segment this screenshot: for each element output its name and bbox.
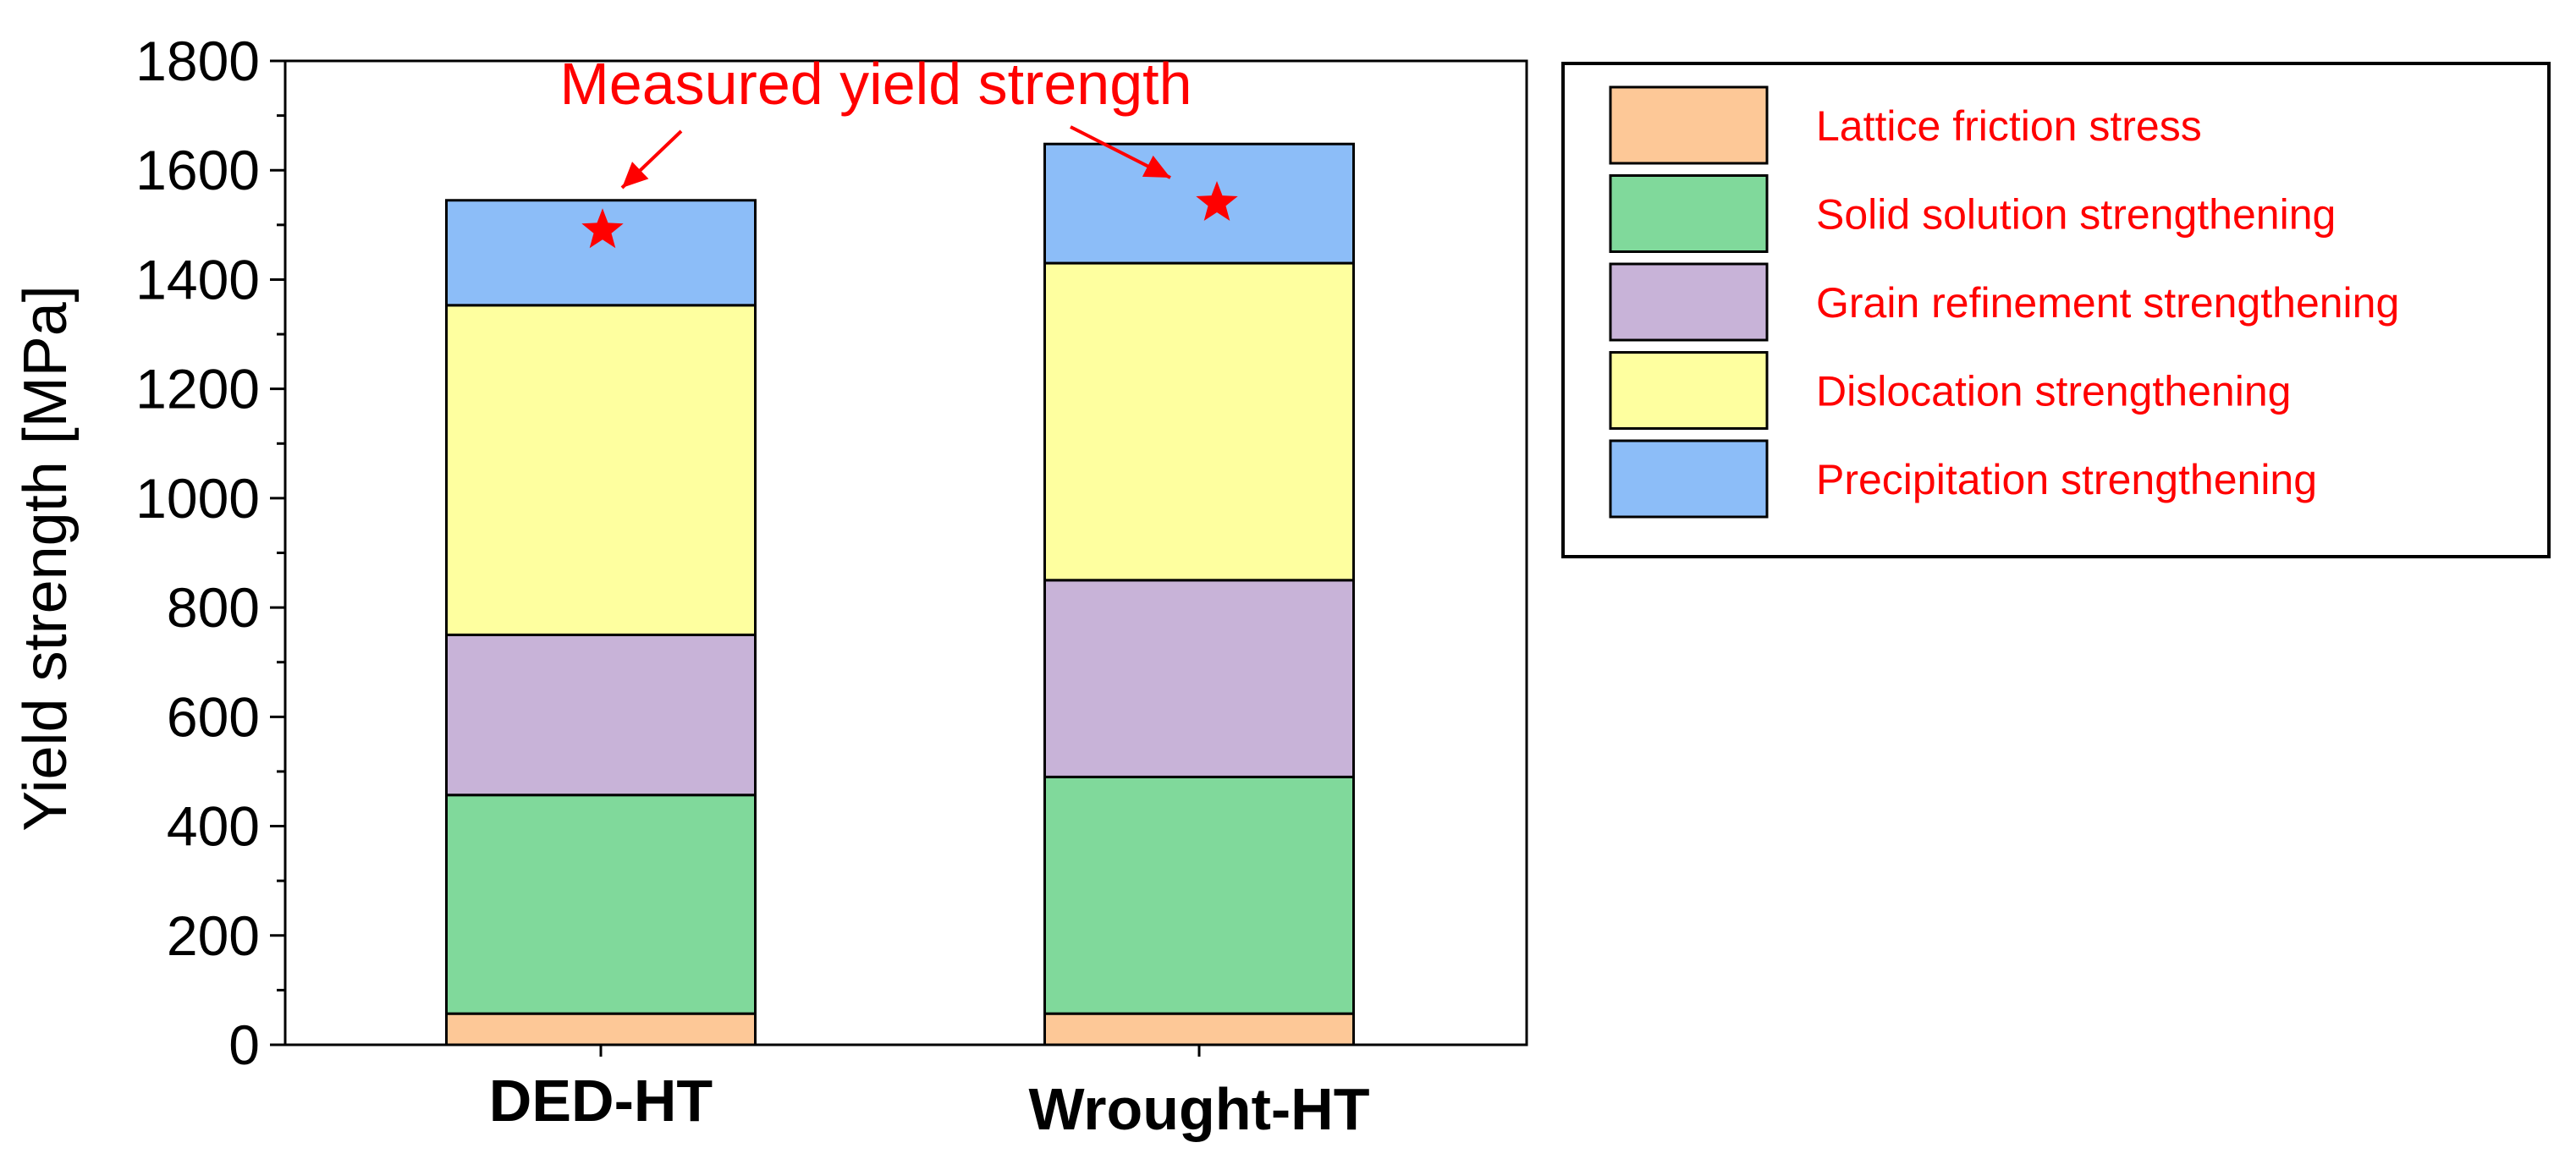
measured-star bbox=[581, 208, 624, 249]
legend-label: Solid solution strengthening bbox=[1816, 191, 2336, 239]
legend-label: Dislocation strengthening bbox=[1816, 368, 2291, 415]
annotation-arrowhead bbox=[1142, 155, 1170, 178]
y-tick-label: 400 bbox=[167, 795, 260, 858]
y-tick-label: 800 bbox=[167, 576, 260, 639]
bar-segment bbox=[445, 1012, 757, 1046]
y-tick-label: 1600 bbox=[135, 139, 260, 201]
measured-annotation-label: Measured yield strength bbox=[559, 51, 1192, 117]
y-tick-label: 600 bbox=[167, 685, 260, 748]
x-tick-label: Wrought-HT bbox=[1028, 1076, 1369, 1142]
legend: Lattice friction stress Solid solution st… bbox=[1561, 62, 2551, 558]
legend-swatch bbox=[1609, 174, 1769, 253]
legend-swatch bbox=[1609, 351, 1769, 430]
plot-area bbox=[445, 142, 1355, 1046]
legend-label: Precipitation strengthening bbox=[1816, 456, 2317, 503]
y-axis-title: Yield strength [MPa] bbox=[12, 285, 80, 832]
bar-segment bbox=[445, 304, 757, 636]
measured-annotation: Measured yield strength bbox=[559, 51, 1238, 249]
legend-swatch bbox=[1609, 85, 1769, 165]
bar-segment bbox=[1043, 1012, 1355, 1046]
bar-segment bbox=[1043, 579, 1355, 778]
y-tick-label: 1200 bbox=[135, 358, 260, 420]
y-tick-label: 0 bbox=[228, 1013, 260, 1076]
annotation-arrowhead bbox=[622, 162, 649, 188]
measured-star bbox=[1196, 181, 1238, 221]
bar-segment bbox=[1043, 261, 1355, 582]
legend-label: Grain refinement strengthening bbox=[1816, 279, 2399, 327]
y-axis: 0 200 400 600 800 1000 1200 1400 1600 1800 bbox=[135, 30, 1528, 1076]
bar-segment bbox=[445, 794, 757, 1015]
y-tick-label: 200 bbox=[167, 904, 260, 967]
x-axis: DED-HT Wrought-HT bbox=[489, 1045, 1370, 1142]
bar-segment bbox=[1043, 775, 1355, 1015]
y-tick-label: 1800 bbox=[135, 30, 260, 92]
bar-segment bbox=[1043, 142, 1355, 265]
y-tick-label: 1400 bbox=[135, 248, 260, 310]
y-tick-label: 1000 bbox=[135, 467, 260, 530]
legend-swatch bbox=[1609, 262, 1769, 342]
bar-segment bbox=[445, 633, 757, 797]
legend-label: Lattice friction stress bbox=[1816, 102, 2202, 150]
x-tick-label: DED-HT bbox=[489, 1068, 713, 1134]
legend-swatch bbox=[1609, 439, 1769, 519]
